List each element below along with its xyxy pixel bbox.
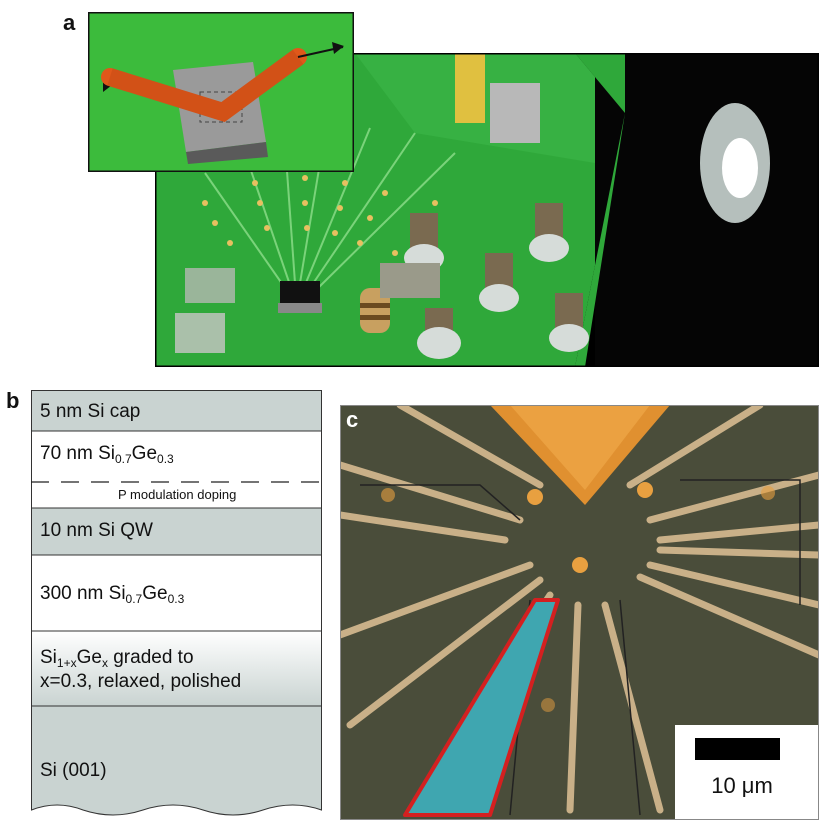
panel-label-b: b: [6, 388, 20, 413]
panel-label-a: a: [63, 10, 76, 35]
layer-si-cap: 5 nm Si cap: [40, 401, 141, 422]
doping-label: P modulation doping: [118, 487, 237, 502]
scale-bar-label: 10 μm: [711, 773, 773, 798]
panel-label-c: c: [346, 407, 359, 432]
layer-sige-buffer: 300 nm Si0.7Ge0.3: [40, 583, 185, 606]
layer-stack-diagram: [31, 390, 322, 816]
layer-sige-spacer: 70 nm Si0.7Ge0.3: [40, 443, 174, 466]
device-micrograph: [340, 405, 819, 820]
pcb-photo: [155, 53, 819, 367]
layer-graded-buffer: Si1+xGex graded to x=0.3, relaxed, polis…: [40, 647, 242, 692]
scale-bar: [695, 738, 780, 760]
layer-si-qw: 10 nm Si QW: [40, 520, 153, 541]
layer-si-substrate: Si (001): [40, 760, 107, 781]
probe-inset: [88, 12, 354, 172]
